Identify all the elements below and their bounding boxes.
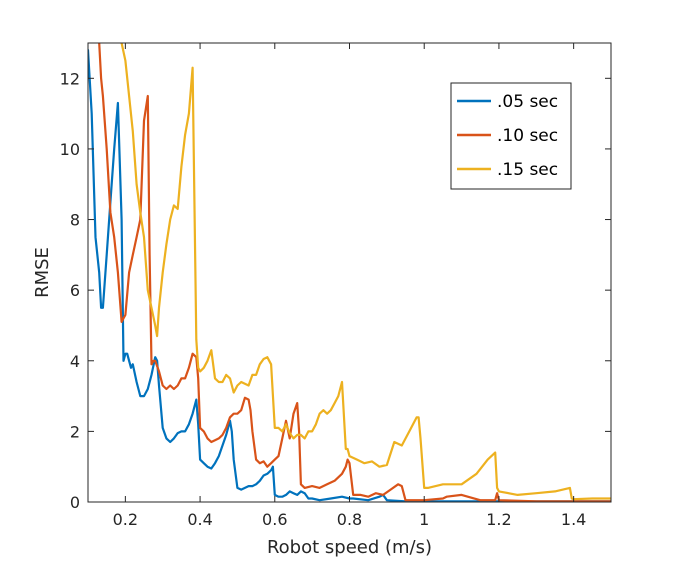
y-tick-label: 6 xyxy=(70,281,80,300)
ticks-layer: 0.2 0.4 0.6 0.8 1 1.2 1.4 0 2 4 6 8 10 12 xyxy=(60,43,611,529)
legend-label-3: .15 sec xyxy=(497,160,558,180)
x-tick-label: 1.4 xyxy=(561,510,586,529)
series-line-1 xyxy=(88,48,611,502)
x-tick-label: 0.4 xyxy=(187,510,212,529)
y-tick-label: 8 xyxy=(70,211,80,230)
x-tick-label: 0.2 xyxy=(113,510,138,529)
series-line-3 xyxy=(120,43,611,501)
y-tick-label: 2 xyxy=(70,422,80,441)
x-axis-label: Robot speed (m/s) xyxy=(267,537,432,558)
x-tick-label: 1 xyxy=(419,510,429,529)
x-tick-label: 0.8 xyxy=(337,510,362,529)
legend-label-2: .10 sec xyxy=(497,126,558,146)
x-tick-label: 1.2 xyxy=(486,510,511,529)
series-layer xyxy=(88,43,611,502)
y-tick-label: 12 xyxy=(60,69,80,88)
y-tick-label: 10 xyxy=(60,140,80,159)
series-line-2 xyxy=(98,43,611,502)
y-tick-label: 4 xyxy=(70,352,80,371)
legend-label-1: .05 sec xyxy=(497,92,558,112)
y-axis-label: RMSE xyxy=(32,247,53,298)
x-tick-label: 0.6 xyxy=(262,510,287,529)
legend: .05 sec .10 sec .15 sec xyxy=(450,82,572,190)
y-tick-label: 0 xyxy=(70,493,80,512)
